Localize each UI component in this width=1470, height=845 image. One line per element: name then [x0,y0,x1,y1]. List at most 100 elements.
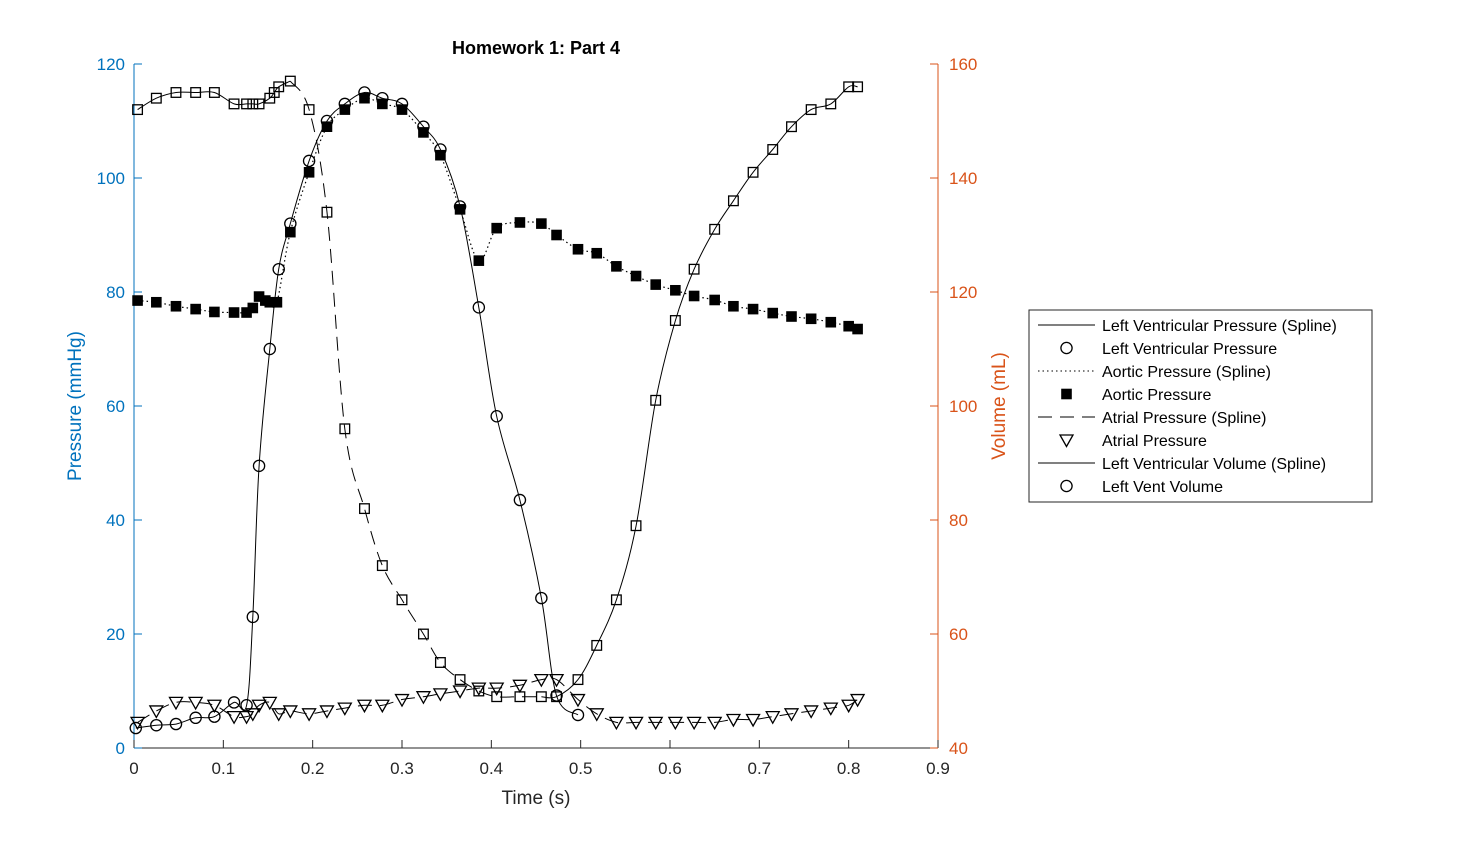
atrial-pressure-marker [168,696,184,711]
atrial-pressure-marker [589,708,605,722]
atrial-pressure-marker [765,711,781,725]
atrial-pressure-marker [282,705,298,719]
left-vent-volume-marker [228,98,240,110]
atrial-pressure-marker [667,716,683,731]
left-vent-volume-marker [454,674,466,686]
aortic-pressure-marker [572,243,584,255]
aortic-pressure-marker [435,149,446,161]
aortic-pressure-marker [321,121,333,133]
left-ventricular-pressure-spline [135,91,579,729]
x-tick-label: 0.9 [926,759,950,778]
legend-entry-label: Left Ventricular Volume (Spline) [1102,456,1326,473]
legend-swatch-marker [1061,388,1072,400]
aortic-pressure-marker [377,98,388,110]
left-y-tick-label: 80 [106,283,125,302]
atrial-pressure-marker [783,708,800,722]
right-y-tick-label: 80 [949,511,968,530]
left-y-tick-label: 100 [97,169,125,188]
aortic-pressure-marker [843,320,854,332]
atrial-pressure-marker [548,673,565,688]
aortic-pressure-marker [151,296,162,308]
aortic-pressure-marker [285,226,296,238]
left-vent-volume-marker [273,81,285,93]
aortic-pressure-spline [137,97,858,330]
aortic-pressure-marker [611,261,622,272]
atrial-pressure-marker [489,682,505,696]
left-ventricular-pressure-marker [263,342,277,356]
left-vent-volume-marker [132,104,144,116]
left-y-tick-label: 120 [97,55,125,74]
x-tick-label: 0.7 [748,759,772,778]
left-vent-volume-marker [591,639,603,651]
left-vent-volume-marker [376,560,388,572]
x-tick-label: 0.2 [301,759,325,778]
x-tick-label: 0.1 [212,759,236,778]
x-tick-label: 0 [129,759,138,778]
aortic-pressure-marker [786,311,797,322]
atrial-pressure-marker [206,699,223,714]
left-ventricular-pressure-marker [571,708,585,722]
left-vent-volume-marker [253,98,265,110]
atrial-pressure-marker [725,713,742,728]
atrial-pressure-marker [471,682,487,696]
left-vent-volume-marker [170,87,182,98]
atrial-pressure-marker [608,716,625,731]
left-vent-volume-marker [572,674,584,686]
legend-entry-label: Left Ventricular Pressure (Spline) [1102,318,1337,335]
legend: Left Ventricular Pressure (Spline) Left V… [1028,309,1373,503]
atrial-pressure-marker [226,711,242,725]
left-ventricular-pressure-marker [490,410,503,423]
left-vent-volume-marker [688,263,700,275]
left-vent-volume-marker [747,166,759,178]
atrial-pressure-marker [415,691,432,705]
atrial-pressure-marker [129,716,146,731]
atrial-pressure-marker [356,699,373,714]
aortic-pressure-marker [670,284,681,296]
right-y-tick-label: 100 [949,397,977,416]
atrial-pressure-marker [188,696,204,711]
legend-entry-label: Aortic Pressure [1102,387,1211,404]
spline-curves [135,80,858,729]
aortic-pressure-marker [536,218,547,229]
aortic-pressure-marker [767,307,779,319]
left-vent-volume-marker [767,144,779,155]
left-vent-volume-marker [417,628,429,640]
atrial-pressure-marker [301,708,317,722]
legend-swatch-marker [1058,434,1075,448]
atrial-pressure-marker [570,693,586,708]
left-vent-volume-marker [786,121,797,133]
atrial-pressure-marker [262,696,278,711]
atrial-pressure-marker [707,716,723,731]
atrial-pressure-marker [803,705,819,719]
atrial-pressure-marker [432,688,449,702]
left-vent-volume-marker [610,594,622,606]
left-y-axis-label: Pressure (mmHg) [65,331,86,481]
atrial-pressure-marker [271,708,287,722]
aortic-pressure-marker [852,323,863,335]
left-vent-volume-marker [303,104,315,116]
x-tick-label: 0.5 [569,759,593,778]
left-vent-volume-marker [491,691,503,703]
chart-labels: Homework 1: Part 4 Time (s) Pressure (mm… [65,38,1010,809]
atrial-pressure-marker [238,711,255,725]
left-vent-volume-marker [805,104,817,116]
left-ventricular-pressure-marker [169,717,183,731]
x-axis-label: Time (s) [502,788,571,809]
atrial-pressure-marker [319,705,335,719]
x-tick-label: 0.6 [658,759,682,778]
aortic-pressure-marker [396,104,408,115]
left-ventricular-pressure-marker [513,493,527,507]
right-y-axis-label: Volume (mL) [989,352,1010,460]
chart-title: Homework 1: Part 4 [452,38,620,58]
right-y-tick-label: 120 [949,283,977,302]
aortic-pressure-marker [747,303,759,315]
left-ventricular-pressure-marker [535,591,548,605]
aortic-pressure-marker [247,302,259,314]
atrial-pressure-marker [648,716,664,731]
aortic-pressure-marker [491,222,502,234]
legend-box [1028,309,1373,503]
atrial-pressure-marker [394,693,410,708]
left-vent-volume-marker [339,423,351,435]
